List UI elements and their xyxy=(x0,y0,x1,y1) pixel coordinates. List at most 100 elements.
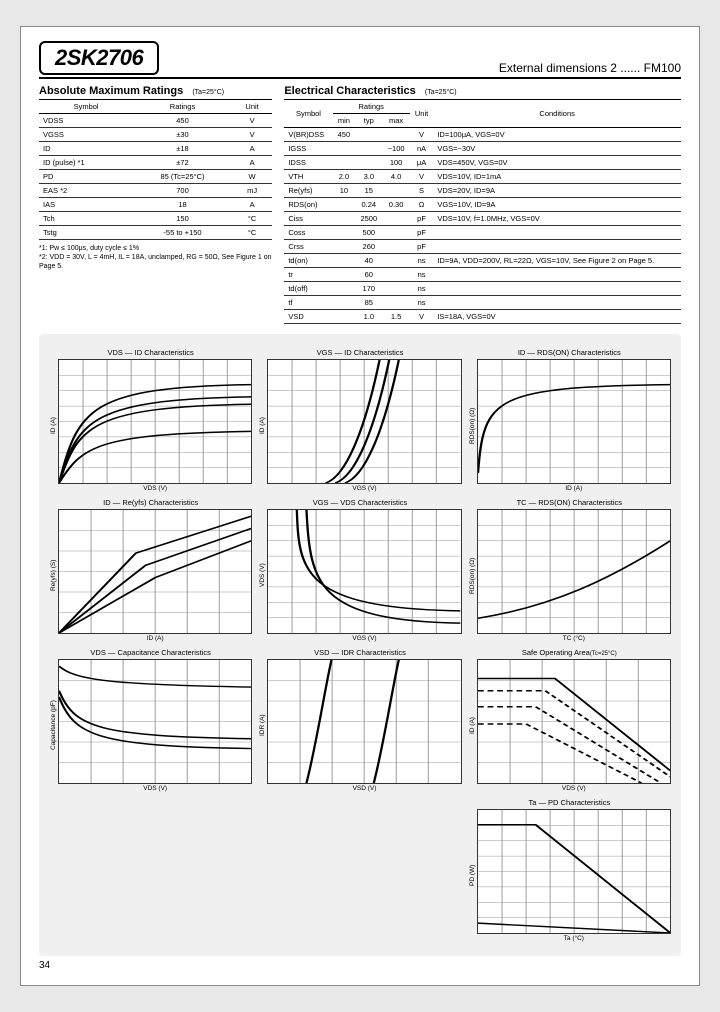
chart-ylabel: Capacitance (pF) xyxy=(49,659,58,792)
chart-title: VSD — IDR Characteristics xyxy=(258,648,461,657)
chart-xlabel: VDS (V) xyxy=(58,485,252,492)
table-cell: ±30 xyxy=(133,128,232,142)
table-cell: tr xyxy=(284,268,332,282)
chart-body: Re(yfs) (S) ID (A) xyxy=(49,509,252,642)
table-cell: EAS *2 xyxy=(39,184,133,198)
table-cell: 15 xyxy=(355,184,382,198)
table-cell: 2.0 xyxy=(333,170,356,184)
chart-body: ID (A) VDS (V) xyxy=(468,659,671,792)
chart-ylabel: VDS (V) xyxy=(258,509,267,642)
chart: Safe Operating Area(Tc=25°C) ID (A) VDS … xyxy=(468,648,671,792)
chart-title: VDS — ID Characteristics xyxy=(49,348,252,357)
col-symbol: Symbol xyxy=(284,100,332,128)
chart-ylabel: IDR (A) xyxy=(258,659,267,792)
table-cell: 700 xyxy=(133,184,232,198)
table-cell: RDS(on) xyxy=(284,198,332,212)
elec-block: Electrical Characteristics (Ta=25°C) Sym… xyxy=(284,85,681,324)
table-cell: 260 xyxy=(355,240,382,254)
table-row: ID (pulse) *1±72A xyxy=(39,156,272,170)
chart-body: ID (A) VDS (V) xyxy=(49,359,252,492)
table-cell: td(on) xyxy=(284,254,332,268)
table-cell: IS=18A, VGS=0V xyxy=(433,310,681,324)
table-cell: 18 xyxy=(133,198,232,212)
col-max: max xyxy=(382,114,409,128)
table-cell: VDSS xyxy=(39,114,133,128)
table-cell xyxy=(382,254,409,268)
table-row: Tch150°C xyxy=(39,212,272,226)
table-cell: VGSS xyxy=(39,128,133,142)
table-cell: °C xyxy=(232,212,272,226)
table-cell: ±18 xyxy=(133,142,232,156)
table-cell: VGS=−30V xyxy=(433,142,681,156)
table-cell: VDS=450V, VGS=0V xyxy=(433,156,681,170)
table-cell xyxy=(382,184,409,198)
table-cell: PD xyxy=(39,170,133,184)
table-cell xyxy=(382,212,409,226)
chart-title: ID — RDS(ON) Characteristics xyxy=(468,348,671,357)
table-cell: V xyxy=(410,128,434,142)
chart-plot xyxy=(267,359,461,484)
table-row: EAS *2700mJ xyxy=(39,184,272,198)
table-cell: −100 xyxy=(382,142,409,156)
col-min: min xyxy=(333,114,356,128)
table-cell xyxy=(333,254,356,268)
table-cell xyxy=(382,296,409,310)
part-number: 2SK2706 xyxy=(39,41,159,75)
table-cell xyxy=(355,128,382,142)
chart-body: IDR (A) VSD (V) xyxy=(258,659,461,792)
table-cell xyxy=(333,142,356,156)
table-cell: Coss xyxy=(284,226,332,240)
table-cell: V(BR)DSS xyxy=(284,128,332,142)
chart-xlabel: VGS (V) xyxy=(267,635,461,642)
table-header: Symbol xyxy=(39,100,133,114)
chart-body: RDS(on) (Ω) TC (°C) xyxy=(468,509,671,642)
table-cell: 450 xyxy=(133,114,232,128)
table-cell xyxy=(333,282,356,296)
table-cell xyxy=(333,226,356,240)
table-cell xyxy=(333,156,356,170)
chart-ylabel: PD (W) xyxy=(468,809,477,942)
elec-title-text: Electrical Characteristics xyxy=(284,85,415,97)
abs-max-block: Absolute Maximum Ratings (Ta=25°C) Symbo… xyxy=(39,85,272,324)
table-cell xyxy=(433,282,681,296)
table-cell: Crss xyxy=(284,240,332,254)
table-cell: VDS=10V, ID=1mA xyxy=(433,170,681,184)
table-cell: ID=9A, VDD=200V, RL=22Ω, VGS=10V, See Fi… xyxy=(433,254,681,268)
table-cell xyxy=(382,240,409,254)
chart-ylabel: ID (A) xyxy=(258,359,267,492)
table-row: VDSS450V xyxy=(39,114,272,128)
elec-cond: (Ta=25°C) xyxy=(425,89,457,96)
table-cell xyxy=(333,268,356,282)
table-cell: -55 to +150 xyxy=(133,226,232,240)
table-cell: ID xyxy=(39,142,133,156)
table-cell xyxy=(333,310,356,324)
table-cell: IDSS xyxy=(284,156,332,170)
table-cell: 1.5 xyxy=(382,310,409,324)
table-cell: VSD xyxy=(284,310,332,324)
chart-plot xyxy=(267,659,461,784)
table-cell: 0.30 xyxy=(382,198,409,212)
col-typ: typ xyxy=(355,114,382,128)
table-cell: 500 xyxy=(355,226,382,240)
table-cell: Tstg xyxy=(39,226,133,240)
chart-plot xyxy=(58,509,252,634)
chart-xlabel: VDS (V) xyxy=(477,785,671,792)
table-cell: °C xyxy=(232,226,272,240)
chart-ylabel: ID (A) xyxy=(49,359,58,492)
table-cell: tf xyxy=(284,296,332,310)
table-cell: pF xyxy=(410,226,434,240)
table-cell: pF xyxy=(410,240,434,254)
table-cell xyxy=(333,296,356,310)
table-cell: VDS=10V, f=1.0MHz, VGS=0V xyxy=(433,212,681,226)
chart: VGS — ID Characteristics ID (A) VGS (V) xyxy=(258,348,461,492)
chart-plot xyxy=(477,809,671,934)
abs-max-table: SymbolRatingsUnit VDSS450VVGSS±30VID±18A… xyxy=(39,99,272,240)
table-cell: ns xyxy=(410,268,434,282)
table-row: tr 60 ns xyxy=(284,268,681,282)
table-cell: V xyxy=(232,114,272,128)
table-cell: 60 xyxy=(355,268,382,282)
table-cell xyxy=(433,226,681,240)
chart-title: VDS — Capacitance Characteristics xyxy=(49,648,252,657)
table-cell xyxy=(355,156,382,170)
table-cell: V xyxy=(410,170,434,184)
